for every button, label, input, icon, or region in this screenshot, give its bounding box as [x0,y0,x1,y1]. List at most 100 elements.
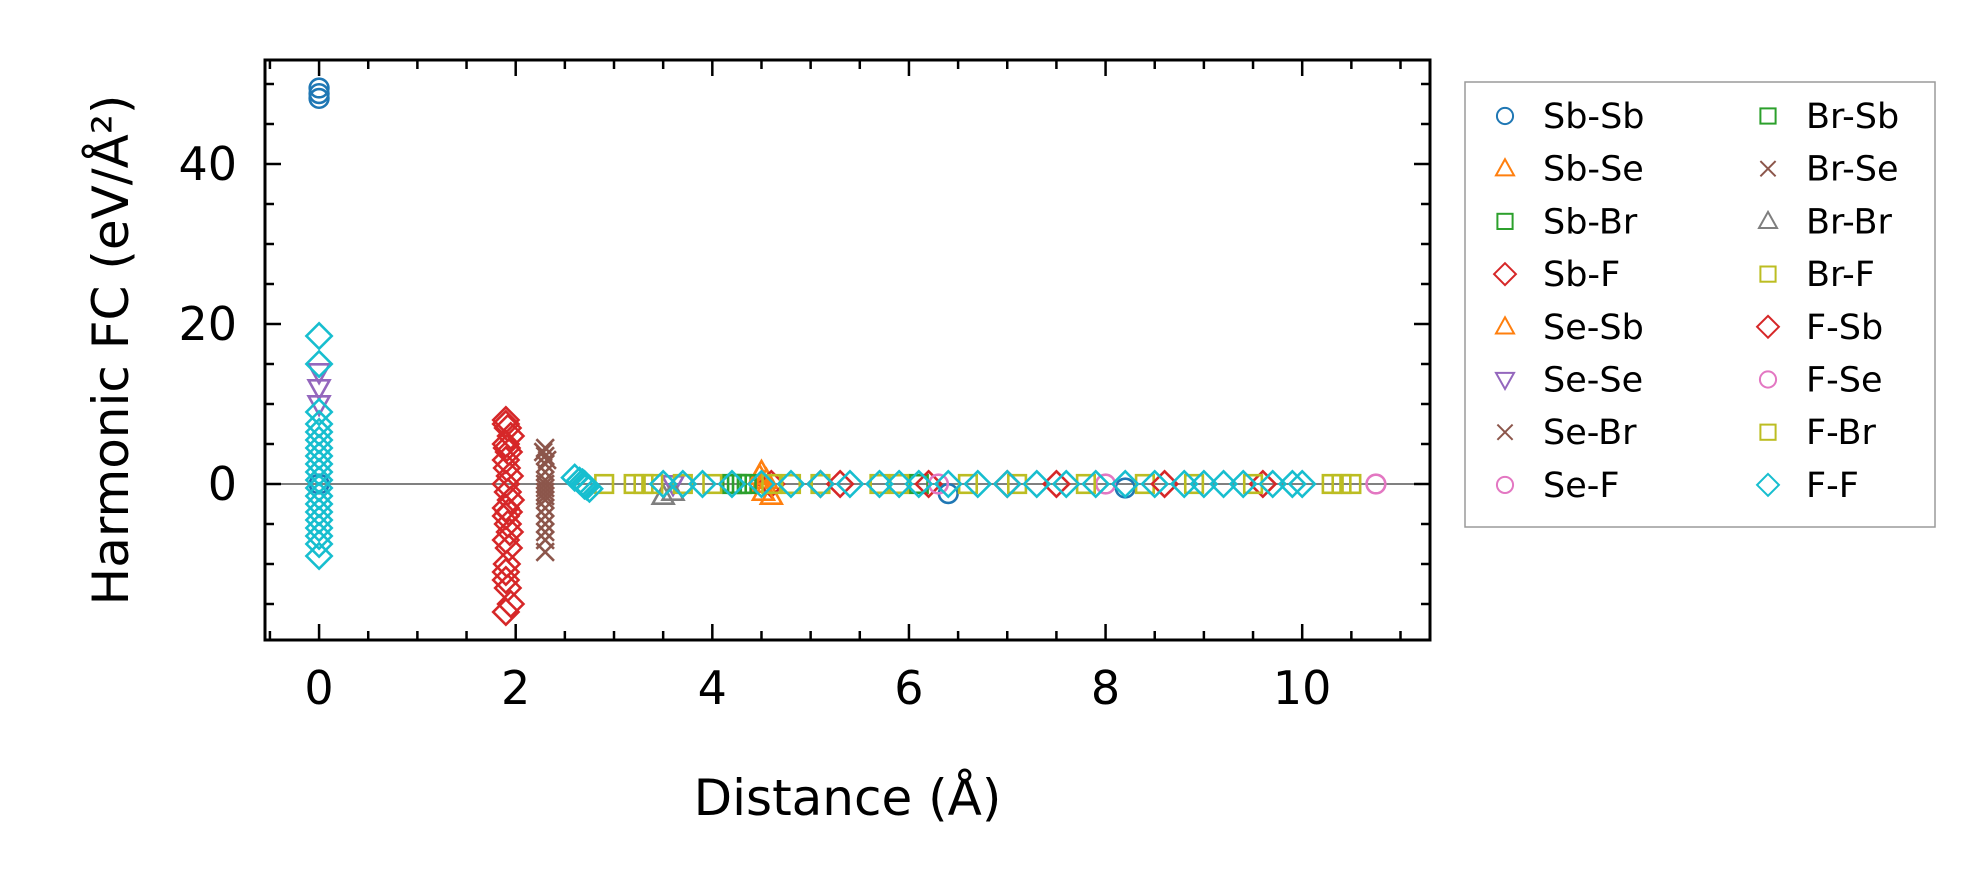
legend-entry-sb-sb: Sb-Sb [1495,97,1645,137]
point-se-se [306,378,332,402]
point-f-f [1110,469,1140,499]
x-tick-label: 6 [894,661,923,715]
point-f-f [304,529,334,559]
point-f-f [933,469,963,499]
point-f-f [717,469,747,499]
point-sb-f [496,589,526,619]
legend: Sb-Sb Sb-Se Sb-Br Sb-F Se-Sb Se-Se Se-Br Se-F Br… [1464,81,1936,528]
point-se-br [535,498,555,518]
legend-entry-sb-f: Sb-F [1492,255,1620,295]
point-f-f [1169,469,1199,499]
legend-entry-f-f: F-F [1755,466,1859,506]
point-f-f [1140,469,1170,499]
legend-marker-f-sb [1755,314,1781,340]
point-f-f [1228,469,1258,499]
legend-marker-f-br [1759,423,1777,441]
x-tick-label: 2 [501,661,530,715]
series-se-br [535,438,555,562]
point-f-f [668,469,698,499]
data-points [304,77,1387,627]
series-f-se [1365,473,1387,495]
point-f-br [1331,473,1352,495]
axis-tick-labels: 0 2 4 6 8 10 0 20 40 [178,137,1331,715]
point-f-f [1022,469,1052,499]
point-se-br [535,482,555,502]
legend-label: F-F [1806,466,1859,506]
legend-entry-se-se: Se-Se [1494,361,1643,401]
point-f-sb [1150,469,1180,499]
legend-entry-f-sb: F-Sb [1755,308,1883,348]
legend-marker-sb-br [1496,212,1514,231]
point-f-f [570,471,600,501]
series-sb-sb [308,77,1136,505]
point-f-f [776,469,806,499]
point-sb-f [914,469,944,499]
x-tick-label: 8 [1091,661,1120,715]
point-f-f [904,469,934,499]
point-f-f [864,469,894,499]
legend-marker-f-se [1758,370,1778,389]
legend-marker-se-f [1495,475,1515,494]
point-se-br [535,514,555,534]
legend-label: F-Br [1806,413,1877,453]
y-tick-label: 0 [208,457,237,511]
legend-label: Sb-F [1543,255,1620,295]
point-sb-sb [308,87,330,110]
point-f-f [1258,469,1288,499]
point-br-br [650,482,676,506]
point-se-se [306,362,332,386]
point-f-f [304,425,334,455]
legend-marker-sb-sb [1495,106,1515,126]
legend-label: Se-F [1543,466,1620,506]
legend-label: Sb-Sb [1543,97,1645,137]
point-f-f [304,497,334,527]
point-f-f [884,469,914,499]
x-tick-label: 4 [698,661,727,715]
point-f-se [1365,473,1387,495]
point-f-f [648,469,678,499]
legend-box [1464,81,1936,528]
legend-entry-br-sb: Br-Sb [1759,97,1899,137]
x-tick-label: 10 [1273,661,1332,715]
legend-label: Se-Se [1543,361,1643,401]
point-se-br [535,506,555,526]
point-br-se [535,522,555,542]
axis-ticks [265,60,1430,640]
point-sb-se [758,482,784,506]
point-sb-f [1248,469,1278,499]
point-f-f [304,397,334,427]
legend-label: Br-F [1806,255,1875,295]
legend-marker-sb-se [1494,157,1516,177]
y-tick-label: 20 [178,297,237,351]
point-f-f [688,469,717,499]
series-f-f [304,321,1317,571]
legend-label: Br-Se [1806,150,1899,190]
point-f-f [304,321,334,351]
point-f-f [304,541,334,571]
point-f-sb [494,497,524,527]
point-sb-sb [1114,477,1136,499]
point-f-f [835,469,865,499]
series-se-f [927,473,1117,495]
point-f-f [1277,469,1307,499]
point-f-f [1051,469,1081,499]
legend-entry-f-se: F-Se [1758,361,1883,401]
point-f-f [1189,469,1219,499]
point-f-f [304,349,334,379]
point-f-sb [825,469,855,499]
point-sb-f [1041,469,1071,499]
legend-label: Br-Br [1806,202,1893,242]
point-sb-sb [308,77,330,99]
legend-entry-f-br: F-Br [1759,413,1877,453]
point-sb-f [495,517,525,547]
point-br-f [1183,473,1205,495]
point-br-se [537,450,557,470]
legend-marker-se-br [1496,423,1514,441]
legend-entry-sb-br: Sb-Br [1496,202,1638,242]
point-f-f [1287,469,1317,499]
legend-label: F-Se [1806,361,1883,401]
point-se-f [1094,473,1117,495]
point-se-br [535,490,555,510]
y-tick-label: 40 [178,137,237,191]
